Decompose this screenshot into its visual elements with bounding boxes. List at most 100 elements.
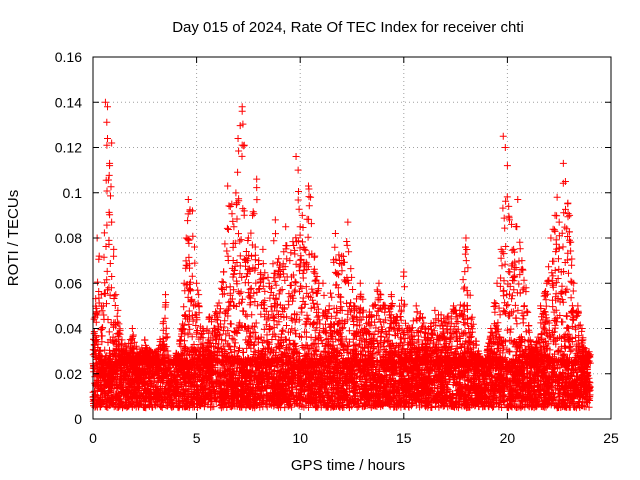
data-point bbox=[162, 291, 170, 299]
data-point bbox=[499, 132, 507, 140]
data-point bbox=[101, 98, 109, 106]
data-point bbox=[294, 166, 302, 174]
data-point bbox=[265, 279, 273, 287]
data-point bbox=[522, 284, 530, 292]
data-point bbox=[193, 279, 201, 287]
data-point bbox=[394, 313, 402, 321]
data-point bbox=[271, 216, 279, 224]
x-tick-label: 25 bbox=[603, 430, 619, 446]
data-point bbox=[195, 291, 203, 299]
data-point bbox=[230, 223, 238, 231]
data-point bbox=[213, 302, 221, 310]
data-point bbox=[561, 177, 569, 185]
chart-title: Day 015 of 2024, Rate Of TEC Index for r… bbox=[172, 19, 524, 36]
data-point bbox=[255, 257, 263, 265]
data-point bbox=[356, 279, 364, 287]
y-tick-label: 0.16 bbox=[55, 49, 82, 65]
data-point bbox=[503, 162, 511, 170]
data-point bbox=[99, 302, 107, 310]
data-point bbox=[106, 162, 114, 170]
data-point bbox=[338, 252, 346, 260]
data-point bbox=[259, 245, 267, 253]
data-point bbox=[275, 261, 283, 269]
x-axis-label: GPS time / hours bbox=[291, 457, 405, 474]
data-point bbox=[450, 302, 458, 310]
data-point bbox=[240, 207, 248, 215]
data-point bbox=[153, 347, 161, 355]
data-point bbox=[114, 306, 122, 314]
data-point bbox=[369, 302, 377, 310]
data-point bbox=[224, 182, 232, 190]
y-tick-label: 0.02 bbox=[55, 366, 82, 382]
data-point bbox=[518, 257, 526, 265]
data-point bbox=[191, 243, 199, 251]
x-tick-labels: 0 5 10 15 20 25 bbox=[89, 430, 619, 446]
data-point bbox=[228, 200, 236, 208]
data-point bbox=[437, 311, 445, 319]
data-point bbox=[387, 291, 395, 299]
data-point bbox=[400, 268, 408, 276]
data-point bbox=[95, 252, 103, 260]
data-point bbox=[135, 352, 143, 360]
x-tick-label: 0 bbox=[89, 430, 97, 446]
data-point bbox=[551, 211, 559, 219]
data-point bbox=[375, 279, 383, 287]
data-point bbox=[559, 159, 567, 167]
data-point bbox=[95, 347, 103, 355]
data-point bbox=[555, 218, 563, 226]
data-point bbox=[108, 139, 116, 147]
data-point bbox=[526, 336, 534, 344]
data-point bbox=[497, 245, 505, 253]
data-point bbox=[481, 358, 489, 366]
data-point bbox=[108, 218, 116, 226]
y-tick-label: 0.12 bbox=[55, 140, 82, 156]
data-point bbox=[184, 196, 192, 204]
data-point bbox=[128, 325, 136, 332]
data-point bbox=[182, 234, 190, 242]
data-point bbox=[547, 234, 555, 242]
data-point bbox=[508, 220, 516, 228]
data-point bbox=[553, 193, 561, 201]
data-point bbox=[118, 336, 126, 344]
y-tick-label: 0.1 bbox=[63, 185, 83, 201]
data-point bbox=[493, 279, 501, 287]
data-point bbox=[474, 347, 482, 355]
data-point bbox=[537, 302, 545, 310]
x-tick-label: 5 bbox=[193, 430, 201, 446]
data-point bbox=[344, 218, 352, 226]
data-point bbox=[97, 291, 105, 299]
data-point bbox=[456, 306, 464, 314]
data-point bbox=[244, 234, 252, 242]
data-point bbox=[331, 229, 339, 237]
y-tick-label: 0.06 bbox=[55, 275, 82, 291]
data-point bbox=[325, 302, 333, 310]
data-point bbox=[296, 223, 304, 231]
data-point bbox=[205, 313, 213, 321]
data-point bbox=[180, 279, 188, 287]
data-point bbox=[505, 216, 513, 224]
x-tick-label: 10 bbox=[292, 430, 308, 446]
data-point bbox=[238, 107, 246, 115]
data-point bbox=[566, 211, 574, 219]
data-point bbox=[425, 325, 433, 332]
data-point bbox=[431, 306, 439, 314]
data-point bbox=[292, 153, 300, 161]
data-point bbox=[220, 268, 228, 276]
data-point bbox=[406, 325, 414, 332]
data-point bbox=[462, 234, 470, 242]
data-point bbox=[510, 245, 518, 253]
y-axis-label: ROTI / TECUs bbox=[5, 190, 22, 286]
scatter-cloud bbox=[89, 118, 594, 412]
data-point bbox=[319, 279, 327, 287]
y-tick-label: 0.08 bbox=[55, 230, 82, 246]
data-point bbox=[104, 103, 112, 111]
data-point bbox=[418, 313, 426, 321]
data-point bbox=[578, 325, 586, 332]
data-point bbox=[304, 182, 312, 190]
data-point bbox=[350, 302, 358, 310]
data-point bbox=[582, 347, 590, 355]
data-point bbox=[574, 302, 582, 310]
x-tick-label: 20 bbox=[500, 430, 516, 446]
y-tick-label: 0.14 bbox=[55, 94, 82, 110]
